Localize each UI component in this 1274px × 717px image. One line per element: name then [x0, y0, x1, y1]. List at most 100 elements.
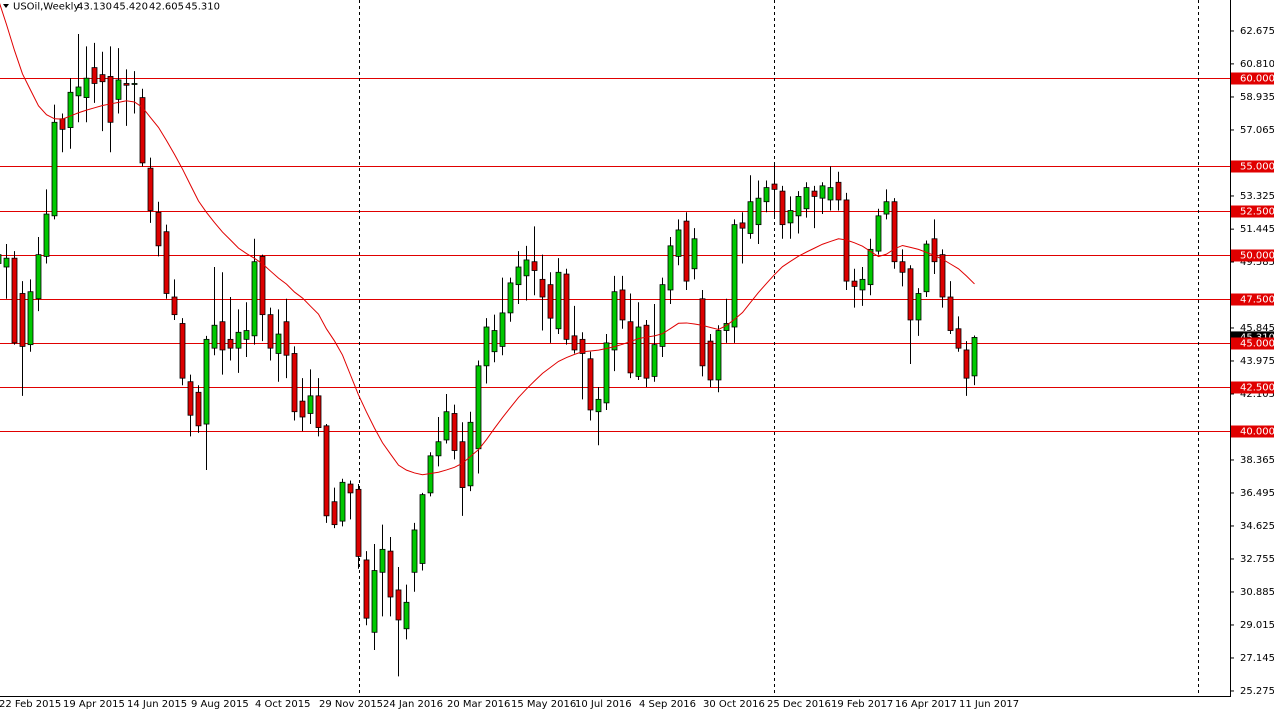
candle-body-up	[243, 330, 250, 340]
x-tick-label: 25 Dec 2016	[767, 699, 831, 710]
plot-area	[0, 0, 1230, 696]
y-tick-label: 38.365	[1240, 455, 1274, 466]
candle-body-down	[299, 400, 306, 418]
candle-body-up	[603, 342, 610, 404]
candle-body-up	[971, 337, 978, 377]
candle-body-down	[619, 289, 626, 321]
candle-body-down	[891, 201, 898, 263]
candle-body-down	[355, 488, 362, 557]
candle-body-down	[547, 284, 554, 319]
level-label-box	[1231, 205, 1274, 218]
candle-body-up	[235, 331, 242, 349]
candle-body-down	[323, 425, 330, 517]
level-label-box	[1231, 337, 1274, 350]
candle-body-up	[883, 201, 890, 215]
y-tick-label: 34.625	[1240, 521, 1274, 532]
candle-body-down	[331, 501, 338, 526]
y-tick-label: 27.145	[1240, 653, 1274, 664]
x-tick-label: 30 Oct 2016	[703, 699, 765, 710]
candle-body-up	[867, 248, 874, 286]
y-tick-label: 62.675	[1240, 26, 1274, 37]
y-tick-label: 42.105	[1240, 389, 1274, 400]
x-tick-label: 19 Apr 2015	[63, 699, 125, 710]
chart-title: USOil,Weekly	[13, 2, 79, 13]
candle-body-down	[163, 231, 170, 294]
candle-body-down	[363, 559, 370, 619]
candle-body-down	[963, 349, 970, 379]
candle-body-down	[195, 391, 202, 427]
y-tick-label: 29.015	[1240, 620, 1274, 631]
candle-body-down	[187, 381, 194, 416]
candle-body-up	[763, 187, 770, 203]
candle-body-down	[699, 298, 706, 367]
candle-body-down	[907, 268, 914, 321]
candle-body-up	[691, 238, 698, 270]
candle-body-up	[731, 224, 738, 328]
candle-body-up	[819, 185, 826, 199]
candle-body-up	[667, 245, 674, 291]
candle-body-down	[347, 483, 354, 494]
x-tick-label: 16 Apr 2017	[895, 699, 957, 710]
x-tick-label: 4 Sep 2016	[639, 699, 696, 710]
candle-body-up	[475, 365, 482, 450]
level-label-box	[1231, 381, 1274, 394]
candle-body-down	[739, 222, 746, 229]
candle-body-down	[107, 76, 114, 123]
candle-body-up	[499, 312, 506, 347]
candle-body-down	[59, 118, 66, 130]
candle-body-up	[507, 282, 514, 314]
x-tick-label: 20 Mar 2016	[447, 699, 510, 710]
candle-body-down	[155, 211, 162, 247]
candle-body-up	[307, 395, 314, 414]
x-tick-label: 22 Feb 2015	[0, 699, 61, 710]
candle-body-up	[75, 86, 82, 97]
candle-body-up	[251, 261, 258, 337]
open-label: 43.130	[77, 2, 112, 13]
y-tick-label: 45.845	[1240, 323, 1274, 334]
level-label-box	[1231, 249, 1274, 262]
candle-body-up	[555, 271, 562, 330]
candle-body-down	[139, 97, 146, 164]
menu-triangle[interactable]	[3, 4, 9, 8]
candle-body-up	[339, 481, 346, 522]
candle-body-up	[923, 243, 930, 293]
candles	[0, 34, 978, 677]
candle-body-up	[379, 548, 386, 573]
candle-body-up	[827, 187, 834, 201]
ma-line	[0, 2, 975, 476]
candle-body-up	[755, 197, 762, 226]
candle-body-down	[939, 254, 946, 298]
x-tick-label: 9 Aug 2015	[191, 699, 249, 710]
candle-body-down	[171, 296, 178, 316]
low-label: 42.605	[149, 2, 184, 13]
candle-body-up	[515, 266, 522, 286]
candle-body-down	[387, 550, 394, 598]
x-tick-label: 14 Jun 2015	[127, 699, 187, 710]
candle-body-up	[203, 338, 210, 425]
candle-body-down	[779, 190, 786, 226]
x-tick-label: 4 Oct 2015	[255, 699, 310, 710]
candle-body-up	[443, 411, 450, 441]
y-tick-label: 36.495	[1240, 488, 1274, 499]
candle-body-down	[811, 190, 818, 197]
candle-body-up	[523, 259, 530, 277]
candle-body-up	[275, 333, 282, 354]
candle-body-down	[851, 280, 858, 287]
candle-body-up	[675, 229, 682, 257]
candle-body-down	[947, 296, 954, 331]
candle-body-up	[795, 196, 802, 217]
candle-body-up	[435, 441, 442, 457]
candle-body-down	[179, 323, 186, 379]
candle-body-up	[859, 278, 866, 291]
candle-body-up	[635, 326, 642, 377]
candle-body-up	[467, 421, 474, 487]
candle-body-down	[291, 353, 298, 413]
candle-body-down	[899, 261, 906, 273]
candle-body-up	[67, 91, 74, 128]
candle-body-up	[611, 291, 618, 351]
candle-body-down	[771, 183, 778, 190]
candle-body-up	[131, 83, 138, 85]
candle-body-down	[283, 321, 290, 356]
candle-body-up	[483, 326, 490, 367]
